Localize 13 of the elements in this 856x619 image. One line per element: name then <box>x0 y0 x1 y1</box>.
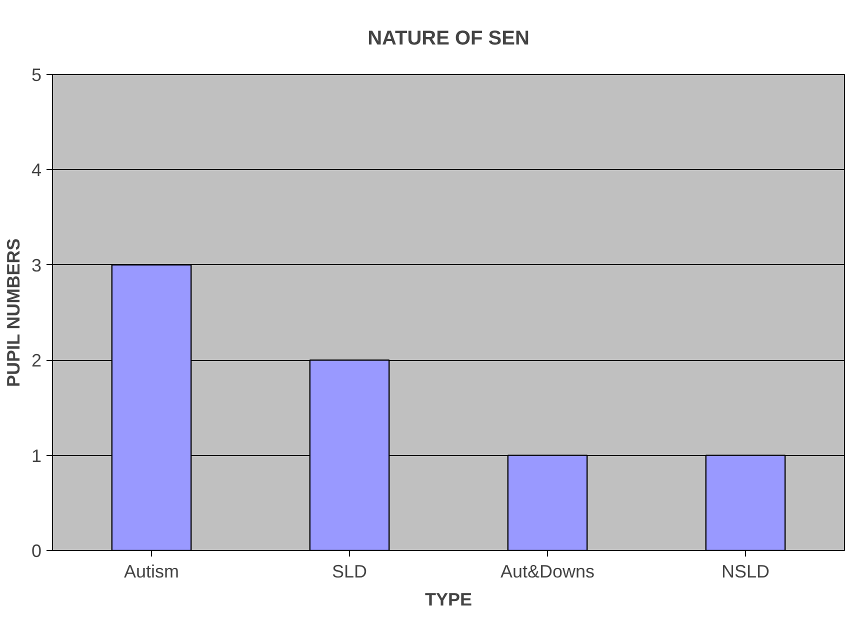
x-tick-label: Autism <box>124 562 180 582</box>
y-tick-label: 5 <box>31 65 42 85</box>
y-tick-label: 4 <box>31 160 42 180</box>
x-tick-label: Aut&Downs <box>500 562 595 582</box>
y-tick-label: 0 <box>31 541 42 561</box>
x-axis-title: TYPE <box>424 590 472 610</box>
y-tick-label: 2 <box>31 350 42 371</box>
x-tick-label: SLD <box>332 562 368 582</box>
y-tick-label: 1 <box>31 446 42 466</box>
y-tick-label: 3 <box>31 255 42 276</box>
x-tick-label: NSLD <box>721 562 770 582</box>
chart-title: NATURE OF SEN <box>368 28 530 50</box>
y-axis-title: PUPIL NUMBERS <box>3 238 24 388</box>
